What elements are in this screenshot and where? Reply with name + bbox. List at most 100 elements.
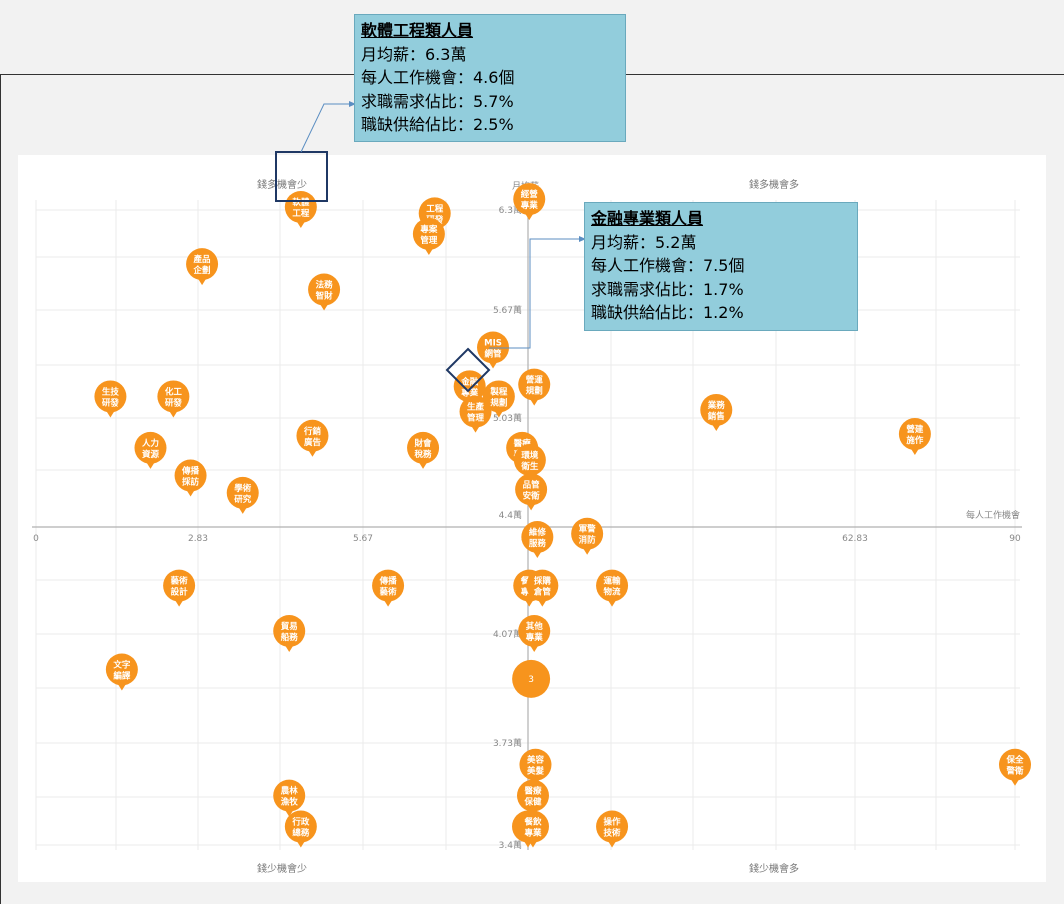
point-marker	[482, 380, 515, 413]
point-label: 化工	[165, 386, 183, 397]
point-label: 企劃	[193, 265, 211, 276]
quadrant-label: 錢多機會多	[749, 178, 799, 191]
point-label: 研發	[165, 397, 183, 408]
connector-arrow	[579, 236, 586, 242]
connector-software	[300, 103, 354, 153]
callout-line: 職缺供給佔比：2.5%	[361, 115, 514, 134]
point-marker	[273, 779, 306, 812]
point-label: 智財	[315, 291, 334, 302]
point-label: 研究	[234, 494, 252, 505]
point-label: 運輸	[604, 576, 622, 587]
point-marker	[296, 419, 329, 452]
point-marker	[516, 810, 549, 843]
callout-line: 求職需求佔比：5.7%	[361, 91, 514, 111]
point-label: 網管	[485, 349, 503, 360]
y-tick-label: 3.73萬	[493, 737, 522, 749]
callout-finance: 金融專業類人員 月均薪：5.2萬 每人工作機會：7.5個 求職需求佔比：1.7%…	[584, 202, 858, 331]
point-label: 管理	[420, 235, 438, 246]
callout-line: 每人工作機會：4.6個	[361, 68, 515, 87]
point-label: 船務	[281, 632, 299, 643]
point-label: 編譯	[113, 670, 131, 681]
y-tick-label: 4.4萬	[499, 509, 522, 521]
point-marker	[284, 191, 317, 223]
point-label: 銷售	[708, 411, 725, 422]
callout-line: 月均薪：5.2萬	[591, 232, 697, 252]
connector-arrow	[349, 101, 356, 107]
point-marker	[513, 443, 546, 476]
point-marker	[284, 810, 317, 843]
point-label: 警衛	[1006, 766, 1024, 777]
left-border	[0, 74, 1, 904]
point-marker	[407, 431, 440, 464]
point-label: 醫療	[524, 786, 542, 797]
point-label: 財會	[414, 438, 433, 449]
point-label: 服務	[529, 538, 547, 549]
point-label: 營建	[905, 424, 924, 435]
point-label: 行政	[291, 817, 310, 828]
point-label: 餐飲	[523, 817, 542, 828]
point-label: 消防	[579, 535, 597, 546]
point-label: 傳播	[181, 466, 200, 477]
point-label: 文字	[113, 659, 131, 670]
cluster-count: 3	[528, 675, 534, 685]
point-label: 學術	[234, 483, 252, 494]
point-marker	[999, 748, 1031, 781]
callout-title: 金融專業類人員	[591, 209, 704, 228]
point-label: 設計	[171, 587, 189, 598]
point-marker	[521, 520, 554, 553]
point-marker	[157, 380, 190, 413]
point-label: 生產	[467, 402, 485, 413]
point-label: 業務	[707, 400, 726, 411]
callout-line: 每人工作機會：7.5個	[591, 256, 745, 275]
point-label: 廣告	[303, 437, 322, 448]
point-label: 美容	[527, 755, 545, 766]
point-marker	[94, 380, 127, 413]
point-label: 美髮	[527, 766, 545, 777]
connector-finance	[489, 238, 584, 349]
point-label: 規劃	[490, 397, 507, 408]
point-label: 保全	[1005, 755, 1024, 766]
point-label: 生技	[102, 386, 120, 397]
point-label: 工程	[292, 208, 310, 219]
point-label: 專業	[521, 200, 539, 211]
point-label: 保健	[523, 797, 542, 808]
point-marker	[513, 183, 546, 216]
point-marker	[134, 431, 167, 464]
point-label: 衛生	[520, 461, 539, 472]
point-label: 人力	[142, 438, 159, 449]
point-label: 貿易	[281, 621, 298, 632]
point-marker	[412, 217, 445, 250]
point-marker	[453, 370, 486, 403]
point-marker	[519, 748, 552, 781]
point-label: 品管	[523, 479, 541, 490]
point-label: 傳播	[379, 576, 398, 587]
point-label: 軍警	[579, 524, 597, 535]
x-tick-label: 62.83	[842, 534, 868, 544]
point-marker	[226, 476, 259, 509]
point-marker	[898, 418, 931, 451]
x-axis-title: 每人工作機會	[966, 509, 1020, 521]
point-label: 管理	[467, 413, 485, 424]
point-marker	[372, 569, 405, 602]
point-marker	[459, 395, 492, 428]
point-label: 醫療	[514, 438, 532, 449]
point-label: 採訪	[182, 477, 200, 488]
point-label: 安衛	[523, 490, 541, 501]
callout-software-engineering: 軟體工程類人員 月均薪：6.3萬 每人工作機會：4.6個 求職需求佔比：5.7%…	[354, 14, 626, 142]
point-label: 施作	[906, 435, 924, 446]
point-label: 法務	[316, 280, 334, 291]
point-label: 工程	[426, 203, 444, 214]
point-label: 物流	[604, 587, 622, 598]
point-marker	[518, 368, 551, 401]
x-tick-label: 2.83	[188, 534, 208, 544]
point-label: 藝術	[380, 587, 398, 598]
point-label: 資源	[141, 449, 160, 460]
callout-line: 職缺供給佔比：1.2%	[591, 303, 744, 322]
point-marker	[596, 810, 629, 843]
point-label: 專業	[526, 632, 544, 643]
point-marker	[174, 459, 207, 492]
highlight-diamond-finance	[445, 347, 491, 393]
point-label: 漁牧	[281, 797, 299, 808]
point-label: 其他	[526, 621, 544, 632]
